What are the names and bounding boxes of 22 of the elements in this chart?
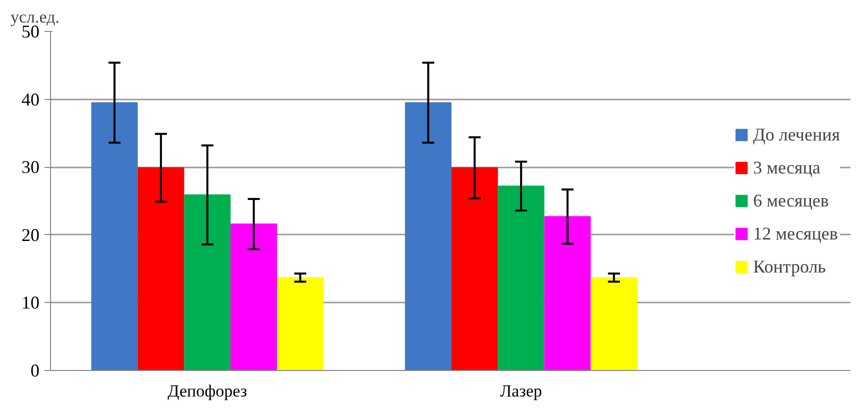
- legend-label: До лечения: [753, 124, 840, 145]
- x-tick-label: Депофорез: [168, 382, 248, 400]
- y-tick-label: 0: [30, 360, 40, 380]
- legend-label: Контроль: [753, 256, 826, 277]
- legend-label: 12 месяцев: [753, 223, 838, 244]
- y-tick-label: 40: [22, 89, 40, 110]
- legend-label: 6 месяцев: [753, 190, 829, 211]
- bar: [451, 167, 498, 370]
- y-tick-label: 20: [22, 224, 40, 245]
- bar: [544, 216, 591, 370]
- bar: [230, 224, 278, 370]
- legend-label: 3 месяца: [753, 157, 820, 178]
- bar: [184, 194, 231, 370]
- bar: [91, 102, 138, 370]
- bar: [590, 277, 638, 370]
- y-tick-label: 30: [22, 157, 40, 178]
- bar: [404, 102, 452, 370]
- y-tick-label: 10: [22, 292, 40, 313]
- bar: [276, 277, 324, 370]
- x-tick-label: Лазер: [500, 382, 542, 400]
- bar: [138, 167, 184, 370]
- bar: [498, 186, 544, 370]
